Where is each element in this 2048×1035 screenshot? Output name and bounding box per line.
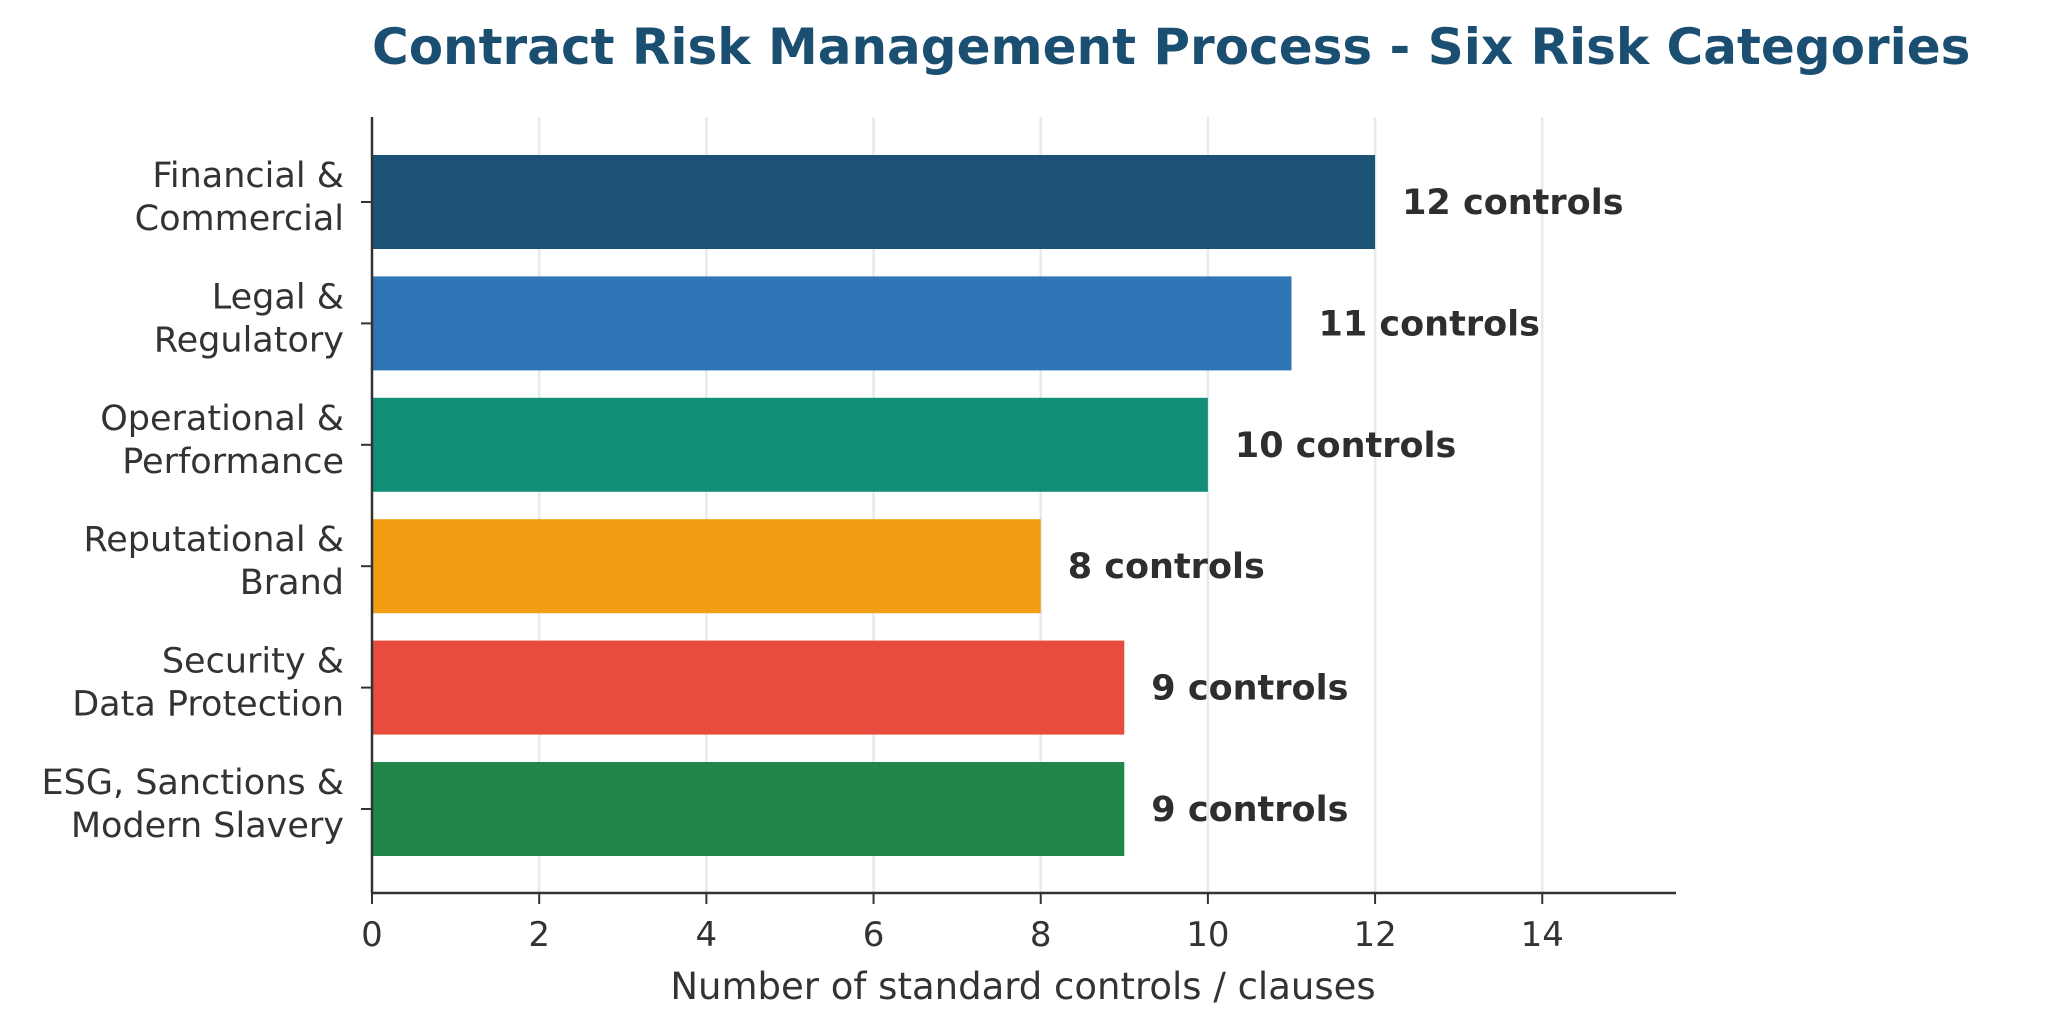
x-axis-label: Number of standard controls / clauses xyxy=(670,965,1375,1008)
bar-labels: 12 controls 11 controls 10 controls 8 contr… xyxy=(1068,183,1624,830)
bar xyxy=(372,155,1376,249)
chart-title: Contract Risk Management Process - Six R… xyxy=(372,18,1970,76)
category-label: Legal & Regulatory xyxy=(154,277,344,360)
x-ticks: 0 2 4 6 8 10 12 14 xyxy=(361,893,1564,955)
bar-value-label: 10 controls xyxy=(1235,426,1456,466)
x-tick-label: 4 xyxy=(696,915,718,955)
category-label: Security & Data Protection xyxy=(72,642,344,725)
x-tick-label: 12 xyxy=(1353,915,1396,955)
x-tick-label: 0 xyxy=(361,915,383,955)
x-tick-label: 14 xyxy=(1521,915,1564,955)
bar xyxy=(372,640,1125,735)
bar xyxy=(372,762,1125,856)
category-label: Financial & Commercial xyxy=(135,156,344,239)
bar-value-label: 12 controls xyxy=(1402,183,1623,223)
bar xyxy=(372,276,1292,371)
category-label: Operational & Performance xyxy=(100,399,344,482)
category-label: Reputational & Brand xyxy=(84,520,344,603)
x-tick-label: 6 xyxy=(863,915,885,955)
y-category-labels: Financial & Commercial Legal & Regulatory Op… xyxy=(42,156,345,846)
x-tick-label: 2 xyxy=(528,915,550,955)
bar-value-label: 9 controls xyxy=(1151,669,1348,709)
x-tick-label: 10 xyxy=(1186,915,1229,955)
bar xyxy=(372,519,1041,614)
bar-value-label: 11 controls xyxy=(1318,304,1539,344)
bar-value-label: 9 controls xyxy=(1151,790,1348,830)
bar-value-label: 8 controls xyxy=(1068,547,1265,587)
bar xyxy=(372,397,1208,492)
bars xyxy=(372,155,1376,856)
category-label: ESG, Sanctions & Modern Slavery xyxy=(42,763,345,846)
axes xyxy=(361,117,1676,895)
x-tick-label: 8 xyxy=(1030,915,1052,955)
